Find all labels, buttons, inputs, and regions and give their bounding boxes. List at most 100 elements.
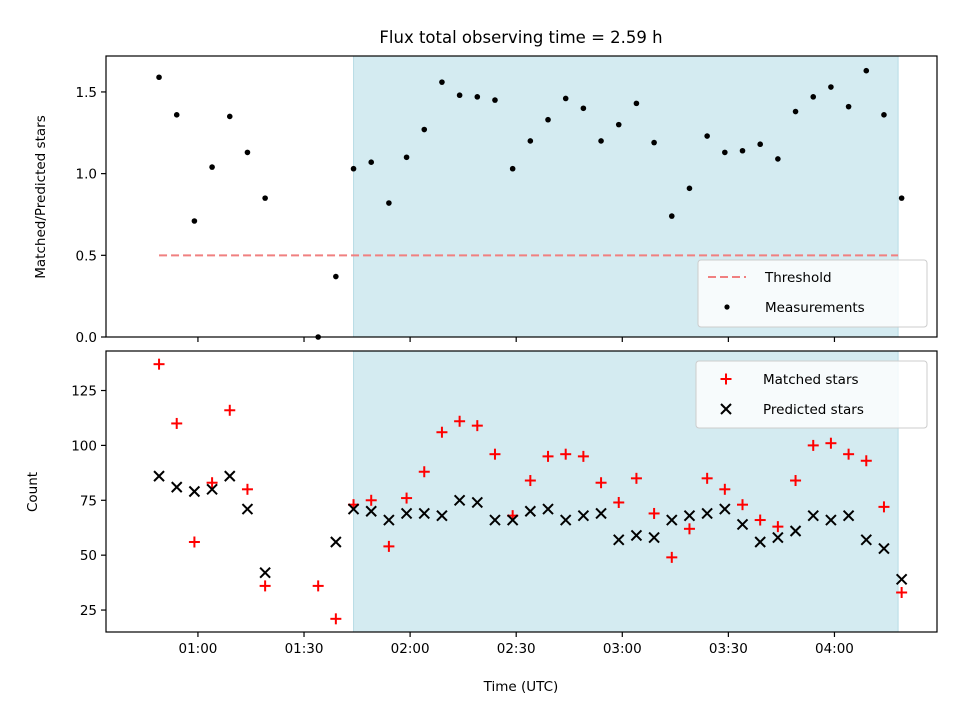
measurement-point: [456, 92, 463, 99]
matched-point: [630, 472, 642, 484]
predicted-point: [506, 514, 519, 526]
matched-point: [666, 551, 678, 563]
predicted-point: [259, 567, 271, 579]
legend: Threshold Measurements: [697, 259, 928, 328]
predicted-point-b: [542, 503, 554, 515]
predicted-point-b: [807, 509, 819, 522]
matched-point: [312, 580, 324, 592]
predicted-point: [666, 514, 678, 526]
top-y-axis-label: Matched/Predicted stars: [33, 115, 49, 278]
predicted-point-b: [842, 509, 855, 522]
measurement-point: [810, 94, 817, 100]
measurement-point: [368, 159, 375, 165]
predicted-point: [471, 496, 484, 509]
predicted-point: [860, 534, 872, 546]
predicted-point-b: [559, 514, 572, 526]
predicted-point-b: [648, 531, 660, 544]
predicted-point: [613, 534, 625, 546]
measurement-point: [898, 195, 905, 201]
legend-measurement-label: Measurements: [765, 300, 865, 316]
predicted-point: [241, 503, 254, 515]
predicted-point-b: [259, 567, 271, 579]
predicted-point-b: [630, 529, 643, 542]
measurement-point: [226, 113, 233, 120]
x-tick-label: 02:30: [497, 641, 536, 657]
predicted-point-b: [383, 514, 395, 526]
predicted-point: [683, 509, 696, 522]
legend-measurement-swatch: [724, 304, 730, 310]
measurement-point: [651, 139, 657, 146]
measurement-point: [863, 67, 870, 74]
measurement-point: [739, 147, 746, 154]
y-tick-label: 0.5: [76, 248, 97, 264]
y-tick-label: 0.0: [76, 330, 97, 346]
predicted-point: [789, 525, 802, 537]
predicted-point-b: [206, 483, 218, 496]
x-tick-label: 03:00: [603, 641, 642, 657]
matched-point: [489, 448, 501, 460]
measurement-point: [545, 116, 551, 123]
predicted-point-b: [577, 509, 590, 522]
chart-title: Flux total observing time = 2.59 h: [379, 28, 662, 47]
matched-point: [471, 420, 483, 432]
measurement-point: [173, 112, 180, 118]
measurement-point: [881, 112, 887, 118]
measurement-point: [439, 79, 445, 85]
predicted-point-b: [365, 505, 377, 517]
y-tick-label: 1.0: [76, 167, 97, 183]
matched-point: [878, 501, 890, 513]
predicted-point-b: [153, 470, 165, 482]
predicted-point: [365, 505, 377, 517]
predicted-point: [648, 531, 660, 544]
predicted-point: [383, 514, 395, 526]
predicted-point: [153, 470, 165, 482]
matched-point: [401, 492, 413, 504]
matched-point: [383, 540, 395, 552]
predicted-point-b: [789, 525, 802, 537]
measurement-point: [156, 74, 162, 81]
predicted-point: [453, 494, 466, 506]
matched-point: [648, 507, 660, 519]
predicted-point-b: [595, 507, 607, 520]
measurement-point: [722, 149, 728, 156]
x-tick-label: 04:00: [815, 641, 854, 657]
measurement-point: [668, 213, 675, 219]
measurement-point: [333, 273, 339, 280]
y-tick-label: 125: [71, 384, 97, 400]
predicted-point-b: [400, 507, 413, 520]
matched-point: [683, 523, 695, 535]
matched-point: [843, 448, 855, 460]
measurement-point: [191, 218, 198, 224]
measurement-point: [598, 138, 604, 144]
predicted-point: [754, 536, 766, 548]
series-x: [153, 470, 908, 586]
legend-predicted-swatch-b: [720, 403, 732, 415]
legend-predicted-label: Predicted stars: [763, 402, 864, 418]
measurement-point: [704, 133, 710, 139]
matched-point: [577, 450, 589, 462]
predicted-point: [206, 483, 218, 496]
predicted-point-b: [613, 534, 625, 546]
legend-threshold-label: Threshold: [764, 270, 832, 286]
legend-box: [697, 259, 928, 328]
measurement-point: [209, 164, 215, 170]
predicted-point-b: [489, 514, 501, 526]
matched-point: [701, 472, 713, 484]
matched-point: [418, 466, 430, 478]
predicted-point: [188, 485, 201, 498]
matched-point: [171, 417, 183, 429]
predicted-point: [701, 507, 713, 520]
predicted-point: [772, 531, 784, 544]
predicted-point: [542, 503, 554, 515]
matched-point: [560, 448, 572, 460]
predicted-point-b: [719, 503, 731, 515]
matched-point: [896, 586, 908, 598]
y-tick-label: 25: [80, 603, 97, 619]
predicted-point: [559, 514, 572, 526]
predicted-point: [577, 509, 590, 522]
predicted-point-b: [171, 481, 183, 493]
measurement-point: [845, 103, 852, 110]
x-axis-label: Time (UTC): [483, 679, 559, 695]
measurement-point: [828, 84, 834, 90]
matched-point: [241, 483, 253, 495]
